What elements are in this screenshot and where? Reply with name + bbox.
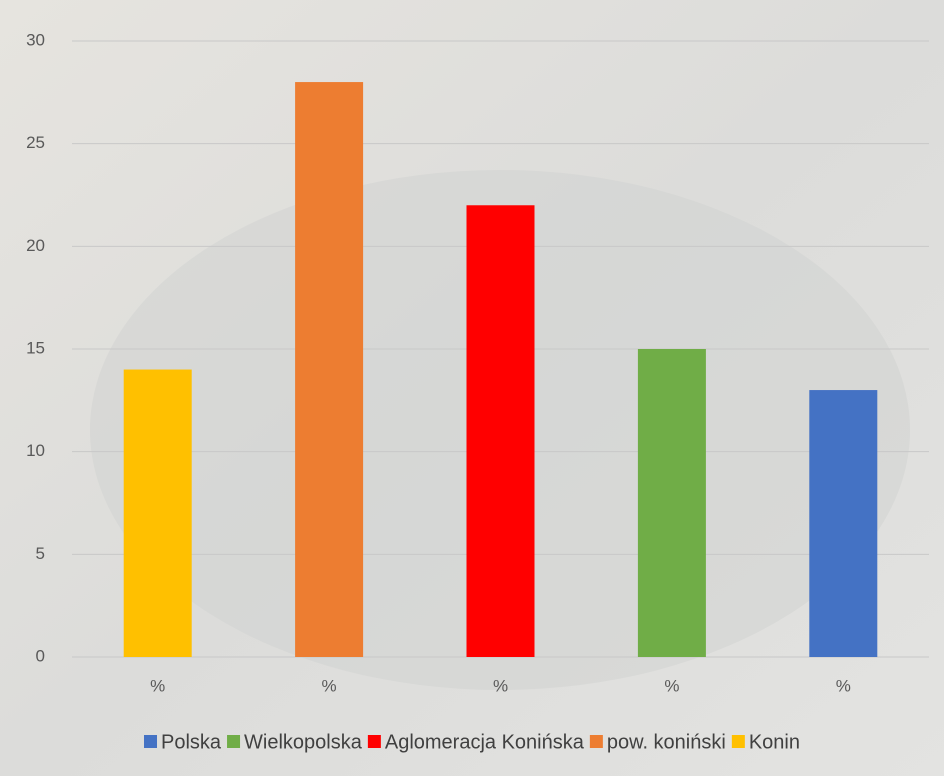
bar xyxy=(466,205,535,657)
y-tick-label: 20 xyxy=(26,236,45,255)
x-tick-label: % xyxy=(664,676,679,695)
y-tick-label: 10 xyxy=(26,441,45,460)
legend-swatch xyxy=(731,735,745,748)
y-tick-label: 25 xyxy=(26,133,45,152)
x-tick-label: % xyxy=(322,676,337,695)
legend-swatch xyxy=(144,735,158,748)
legend-label: Polska xyxy=(161,731,222,753)
legend-label: pow. koniński xyxy=(607,731,726,753)
x-tick-label: % xyxy=(836,676,851,695)
bar xyxy=(637,349,706,657)
y-tick-label: 5 xyxy=(36,544,45,563)
legend-label: Wielkopolska xyxy=(244,731,363,753)
legend-swatch xyxy=(589,735,603,748)
legend-swatch xyxy=(367,735,381,748)
legend-swatch xyxy=(227,735,241,748)
legend-label: Konin xyxy=(749,731,800,753)
y-tick-label: 30 xyxy=(26,30,45,49)
bar xyxy=(295,82,364,658)
bar xyxy=(123,369,192,657)
y-tick-label: 15 xyxy=(26,338,45,357)
x-tick-label: % xyxy=(493,676,508,695)
x-tick-label: % xyxy=(150,676,165,695)
y-tick-label: 0 xyxy=(36,646,45,665)
legend-label: Aglomeracja Konińska xyxy=(385,731,585,753)
bar xyxy=(809,390,878,657)
